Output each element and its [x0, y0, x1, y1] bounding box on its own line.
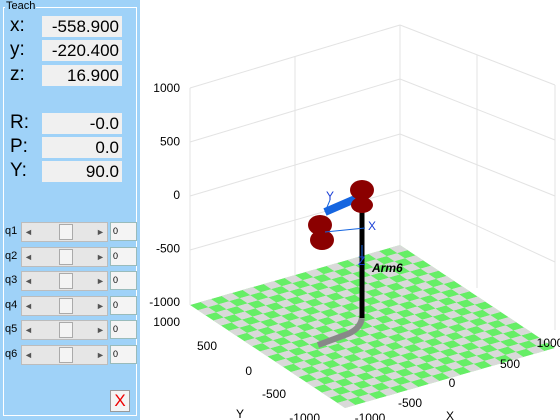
z-tick-label: 0: [173, 188, 180, 202]
slider-left-arrow: ◄: [24, 276, 33, 287]
joint-slider[interactable]: ◄ ►: [21, 320, 108, 341]
slider-right-arrow: ►: [96, 251, 105, 262]
y-tick-label: 0: [245, 364, 252, 378]
y-tick-label: -1000: [289, 411, 320, 420]
z-tick-label: -500: [156, 242, 180, 256]
joint-value[interactable]: 0: [110, 345, 137, 364]
orientation-field: 90.0: [42, 161, 122, 182]
slider-thumb: [59, 224, 73, 240]
slider-thumb: [59, 273, 73, 290]
x-tick-label: -500: [398, 396, 422, 410]
slider-right-arrow: ►: [96, 276, 105, 287]
orientation-field: 0.0: [42, 137, 122, 158]
joint-value[interactable]: 0: [110, 320, 137, 340]
slider-thumb: [59, 297, 73, 314]
slider-left-arrow: ◄: [24, 325, 33, 336]
joint-label: q6: [5, 348, 18, 360]
position-field: -220.400: [42, 40, 122, 61]
joint-slider[interactable]: ◄ ►: [21, 271, 108, 292]
joint-slider[interactable]: ◄ ►: [21, 246, 108, 267]
joint-value[interactable]: 0: [110, 222, 137, 241]
position-label: z:: [10, 64, 25, 85]
robot: [308, 180, 374, 348]
x-tick-label: 0: [449, 376, 456, 390]
orientation-field: -0.0: [42, 113, 122, 134]
floor: [190, 245, 555, 409]
y-tick-label: 500: [197, 339, 217, 353]
joint-value[interactable]: 0: [110, 271, 137, 291]
slider-left-arrow: ◄: [24, 251, 33, 262]
frame-label: Z: [358, 254, 365, 268]
joint-value[interactable]: 0: [110, 246, 137, 266]
panel-title: Teach: [5, 0, 37, 13]
z-tick-label: -1000: [149, 295, 180, 309]
slider-left-arrow: ◄: [24, 350, 33, 360]
slider-thumb: [59, 248, 73, 265]
position-label: y:: [10, 39, 25, 60]
slider-left-arrow: ◄: [24, 300, 33, 311]
z-tick-label: 1000: [153, 81, 180, 95]
x-tick-label: 500: [500, 357, 520, 371]
joint-slider[interactable]: ◄ ►: [21, 295, 108, 316]
x-tick-label: 1000: [537, 336, 560, 350]
joint-slider[interactable]: ◄ ►: [21, 345, 108, 365]
frame-label: X: [368, 219, 376, 233]
slider-right-arrow: ►: [96, 350, 105, 360]
close-button[interactable]: X: [110, 390, 130, 412]
joint-label: q1: [5, 225, 18, 237]
z-tick-label: 500: [160, 135, 180, 149]
slider-thumb: [59, 322, 73, 339]
teach-panel: Teach x: -558.900 y: -220.400 z: 16.900 R: -0.0…: [0, 0, 140, 420]
position-field: -558.900: [42, 16, 122, 37]
orientation-label: P:: [10, 136, 28, 157]
joint-label: q2: [5, 249, 18, 262]
y-axis-label: Y: [236, 407, 244, 420]
x-tick-label: -1000: [355, 411, 386, 420]
slider-left-arrow: ◄: [24, 227, 33, 237]
axes-box: [189, 24, 556, 330]
robot-name: Arm6: [371, 261, 403, 275]
position-label: x:: [10, 15, 25, 36]
x-axis-label: X: [446, 409, 454, 420]
plot-3d: 1000 500 0 -500 -1000 1000 500 0 -500 -1000 Y -1000…: [149, 24, 560, 420]
orientation-label: Y:: [10, 160, 27, 181]
slider-right-arrow: ►: [96, 227, 105, 237]
y-tick-label: -500: [262, 387, 286, 401]
slider-right-arrow: ►: [96, 300, 105, 311]
orientation-label: R:: [10, 112, 29, 133]
joint-value[interactable]: 0: [110, 295, 137, 315]
position-field: 16.900: [42, 65, 122, 86]
joint-label: q4: [5, 298, 18, 311]
joint-label: q3: [5, 274, 18, 287]
y-tick-label: 1000: [153, 315, 180, 329]
panel-frame: [3, 7, 137, 416]
slider-thumb: [59, 347, 73, 363]
slider-right-arrow: ►: [96, 325, 105, 336]
joint-slider[interactable]: ◄ ►: [21, 222, 108, 242]
joint-label: q5: [5, 323, 18, 336]
frame-label: Y: [326, 189, 334, 203]
